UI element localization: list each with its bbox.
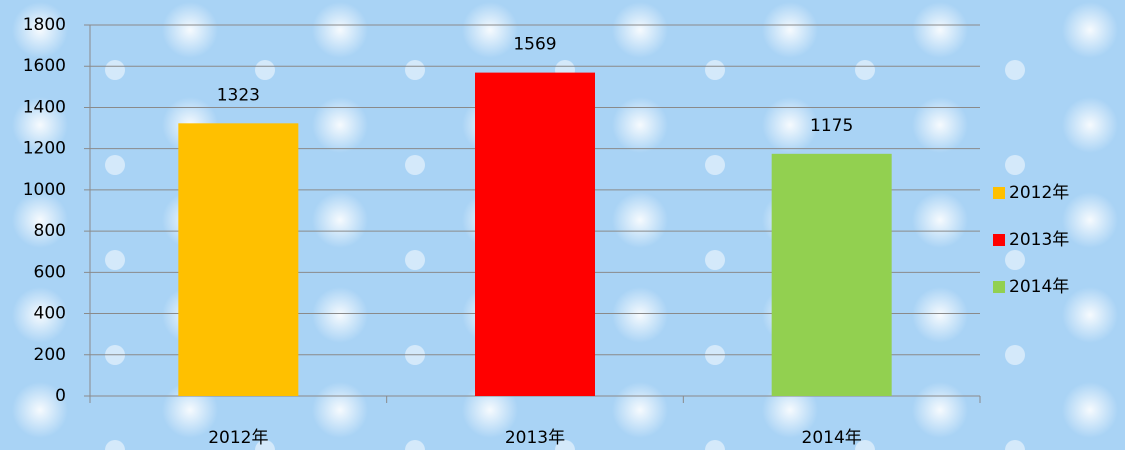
data-label: 1323 <box>217 85 260 105</box>
y-tick-label: 1800 <box>23 15 66 35</box>
data-label: 1175 <box>810 116 853 136</box>
legend-swatch <box>993 187 1005 199</box>
y-tick-label: 1400 <box>23 97 66 117</box>
y-tick-label: 400 <box>34 304 66 324</box>
y-tick-label: 0 <box>55 386 66 406</box>
data-label: 1569 <box>513 35 556 55</box>
x-tick-label: 2014年 <box>802 428 862 448</box>
bar <box>771 153 892 396</box>
y-tick-label: 200 <box>34 345 66 365</box>
legend-swatch <box>993 281 1005 293</box>
y-tick-label: 1200 <box>23 139 66 159</box>
y-tick-label: 800 <box>34 221 66 241</box>
legend-label: 2013年 <box>1009 230 1069 250</box>
legend-swatch <box>993 234 1005 246</box>
bar <box>178 123 299 396</box>
x-tick-label: 2013年 <box>505 428 565 448</box>
y-tick-label: 1000 <box>23 180 66 200</box>
legend-label: 2014年 <box>1009 277 1069 297</box>
y-tick-label: 600 <box>34 262 66 282</box>
x-tick-label: 2012年 <box>208 428 268 448</box>
bar <box>475 72 595 396</box>
y-tick-label: 1600 <box>23 56 66 76</box>
legend-label: 2012年 <box>1009 183 1069 203</box>
